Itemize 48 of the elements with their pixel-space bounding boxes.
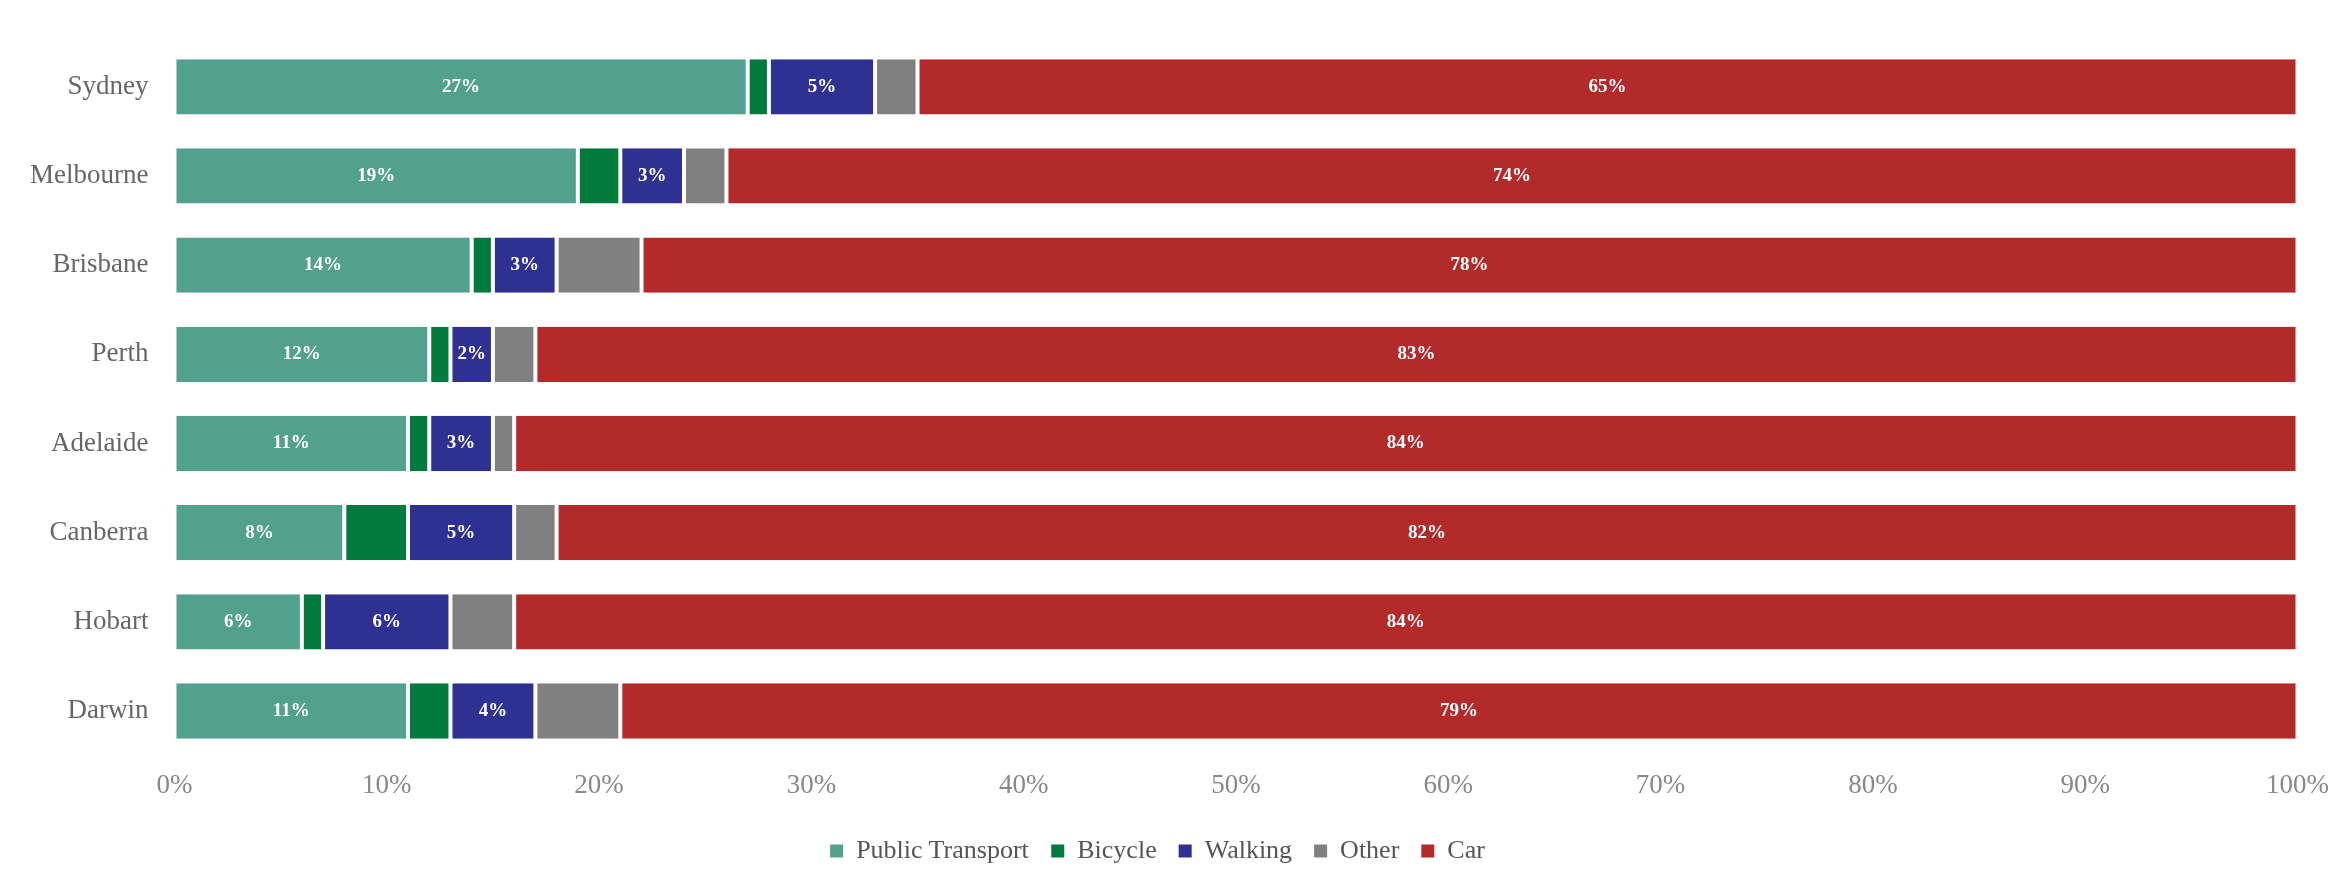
data-label: 8% [245, 520, 274, 542]
data-label: 74% [1492, 163, 1531, 185]
data-label: 3% [510, 253, 540, 275]
x-tick-label: 100% [2266, 768, 2329, 799]
data-label: 27% [442, 74, 481, 96]
data-label: 83% [1397, 342, 1436, 364]
x-tick-label: 50% [1211, 768, 1261, 799]
x-tick-label: 80% [1848, 768, 1898, 799]
x-tick-label: 10% [362, 768, 412, 799]
x-tick-label: 60% [1423, 768, 1474, 799]
x-tick-label: 20% [574, 768, 624, 799]
data-label: 11% [272, 431, 310, 453]
data-label: 4% [478, 698, 508, 720]
y-tick-label: Brisbane [52, 248, 149, 279]
data-label: 6% [223, 609, 253, 631]
data-label: 84% [1386, 431, 1425, 453]
data-label: 5% [446, 520, 476, 542]
y-tick-label: Melbourne [30, 159, 149, 190]
legend-label: Walking [1204, 834, 1293, 864]
y-tick-label: Hobart [73, 604, 149, 635]
data-label: 82% [1408, 520, 1447, 542]
x-tick-label: 40% [998, 768, 1049, 799]
legend-label: Bicycle [1077, 834, 1157, 864]
data-label: 2% [457, 342, 486, 364]
data-label: 5% [807, 74, 837, 96]
y-tick-label: Perth [91, 337, 149, 368]
data-label: 65% [1588, 74, 1627, 96]
data-label: 84% [1386, 609, 1425, 631]
y-tick-label: Darwin [67, 694, 149, 725]
data-label: 3% [637, 163, 667, 185]
y-tick-label: Adelaide [51, 426, 149, 457]
data-label: 3% [446, 431, 476, 453]
legend-label: Car [1447, 834, 1486, 864]
legend-label: Public Transport [856, 834, 1030, 864]
x-tick-label: 30% [786, 768, 837, 799]
x-tick-label: 90% [2060, 768, 2110, 799]
data-label: 14% [304, 253, 343, 275]
y-tick-label: Sydney [67, 69, 149, 100]
x-tick-label: 70% [1635, 768, 1686, 799]
data-label: 12% [282, 342, 321, 364]
data-label: 6% [372, 609, 402, 631]
x-tick-label: 0% [156, 768, 193, 799]
legend-label: Other [1340, 834, 1400, 864]
y-tick-label: Canberra [49, 515, 149, 546]
data-label: 79% [1439, 698, 1478, 720]
data-label: 78% [1450, 253, 1489, 275]
data-label: 11% [272, 698, 310, 720]
data-label: 19% [357, 163, 396, 185]
